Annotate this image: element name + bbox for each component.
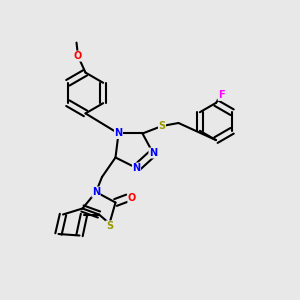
Text: S: S — [106, 221, 113, 231]
Text: O: O — [74, 51, 82, 61]
Text: N: N — [149, 148, 157, 158]
Text: O: O — [128, 193, 136, 203]
Text: F: F — [218, 90, 225, 100]
Text: N: N — [114, 128, 123, 139]
Text: N: N — [132, 163, 141, 173]
Text: N: N — [92, 187, 100, 197]
Text: S: S — [158, 121, 166, 131]
